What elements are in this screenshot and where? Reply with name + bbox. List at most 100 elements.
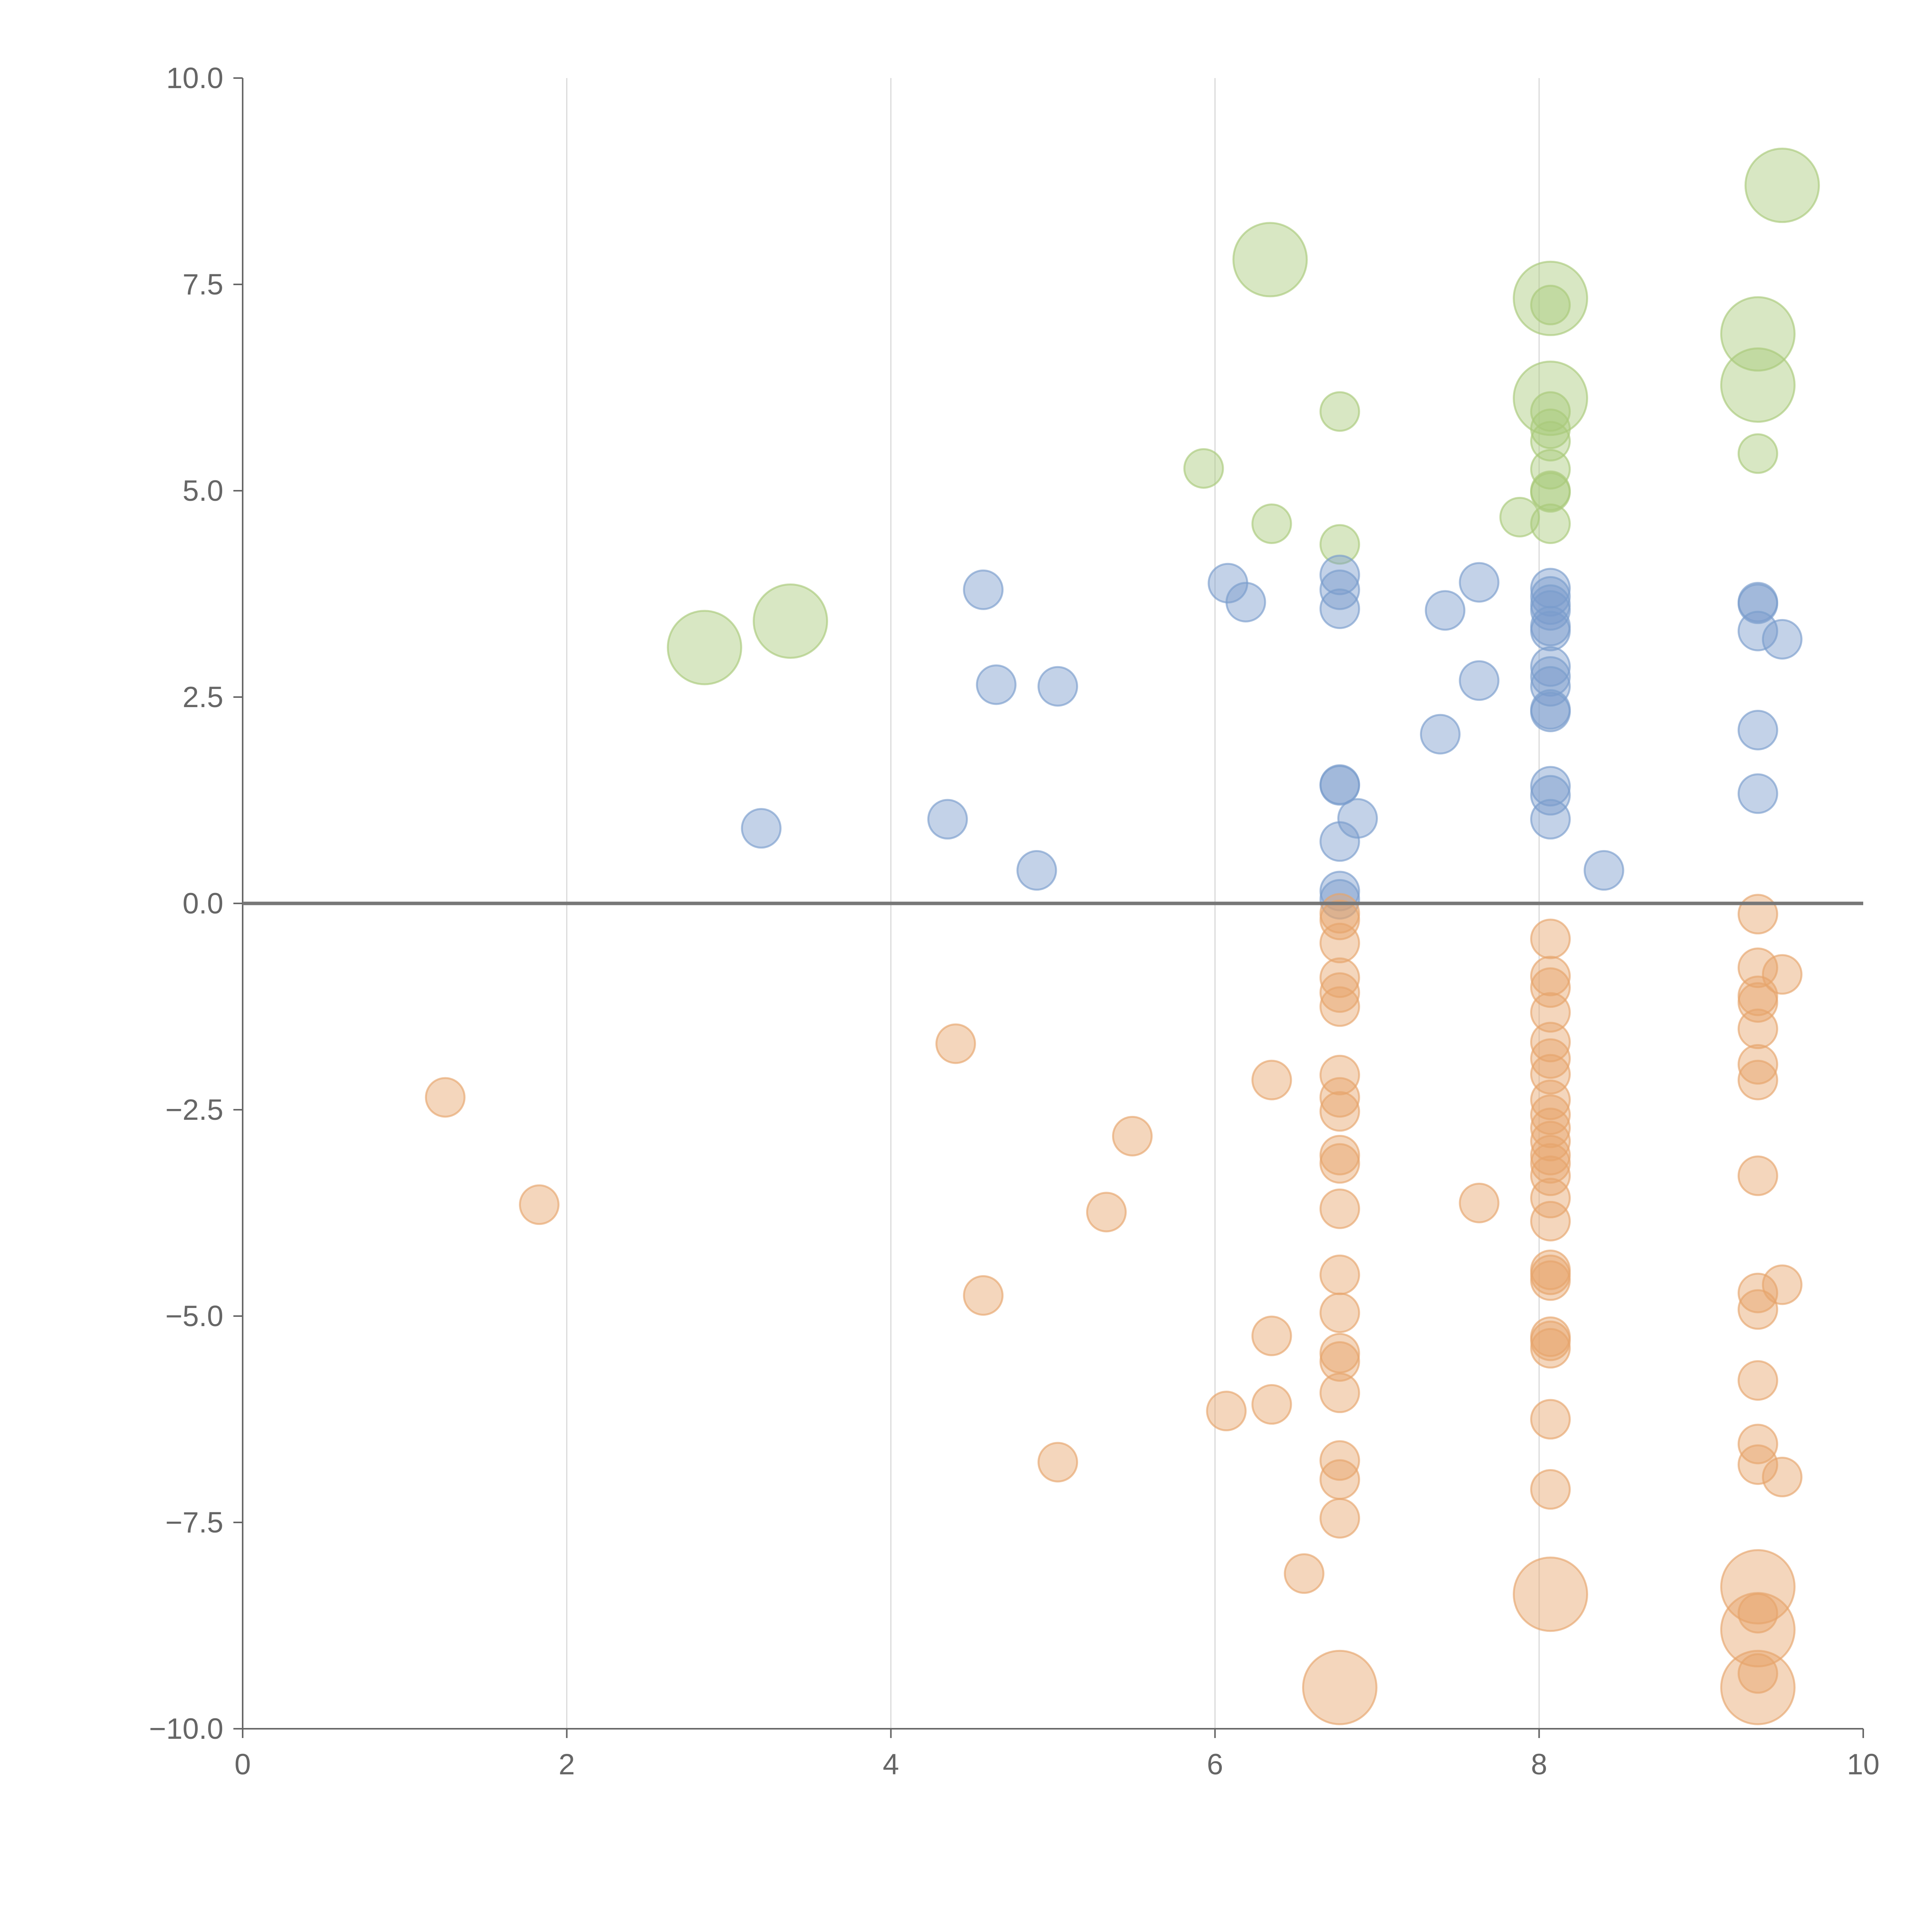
orange-point <box>1530 1143 1571 1184</box>
x-tick-label: 0 <box>235 1748 251 1781</box>
blue-point <box>741 808 782 849</box>
orange-point <box>1720 1650 1796 1725</box>
x-tick-label: 2 <box>559 1748 575 1781</box>
orange-point <box>1530 1121 1571 1162</box>
blue-point <box>1530 576 1571 617</box>
green-point <box>1530 449 1571 490</box>
y-tick-label: −10.0 <box>149 1713 223 1745</box>
green-point <box>1530 421 1571 462</box>
orange-point <box>1319 1372 1360 1413</box>
blue-point <box>1425 590 1466 631</box>
y-tick-label: −5.0 <box>165 1300 223 1333</box>
green-point <box>1530 391 1571 432</box>
orange-point <box>1513 1556 1588 1632</box>
orange-point <box>1530 1022 1571 1063</box>
blue-point <box>976 664 1017 705</box>
green-point <box>1319 524 1360 565</box>
orange-point <box>519 1184 560 1225</box>
orange-point <box>1762 1457 1803 1498</box>
orange-point <box>1762 1264 1803 1305</box>
green-point <box>1513 260 1588 336</box>
orange-point <box>1319 1134 1360 1175</box>
orange-point <box>1530 1469 1571 1510</box>
green-point <box>1530 284 1571 325</box>
orange-point <box>1319 923 1360 964</box>
blue-point <box>1225 582 1266 622</box>
blue-point <box>1530 799 1571 840</box>
y-tick-label: 2.5 <box>182 681 223 714</box>
green-point <box>667 610 742 685</box>
y-tick-label: −2.5 <box>165 1094 223 1126</box>
blue-point <box>927 799 968 840</box>
orange-point <box>425 1077 466 1118</box>
x-tick-label: 6 <box>1207 1748 1223 1781</box>
green-point <box>1499 497 1540 537</box>
orange-point <box>1737 1009 1778 1049</box>
orange-point <box>1737 894 1778 935</box>
orange-point <box>1737 1044 1778 1085</box>
blue-point <box>1530 775 1571 816</box>
orange-point <box>1319 972 1360 1013</box>
orange-point <box>1737 1360 1778 1401</box>
orange-point <box>1720 1592 1796 1668</box>
orange-point <box>1319 1054 1360 1095</box>
green-point <box>1530 472 1571 513</box>
orange-point <box>1319 986 1360 1027</box>
orange-point <box>963 1275 1004 1316</box>
orange-point <box>1319 957 1360 998</box>
green-point <box>1183 448 1224 489</box>
green-point <box>1232 222 1308 298</box>
orange-point <box>1319 900 1360 940</box>
orange-point <box>1737 1289 1778 1330</box>
orange-point <box>1530 1178 1571 1219</box>
blue-point <box>963 569 1004 610</box>
orange-point <box>1530 1155 1571 1196</box>
blue-point <box>1737 611 1778 651</box>
orange-point <box>1530 1399 1571 1440</box>
blue-point <box>1530 691 1571 732</box>
blue-point <box>1530 590 1571 631</box>
blue-point <box>1319 879 1360 920</box>
orange-point <box>1086 1192 1127 1233</box>
green-point <box>1530 408 1571 449</box>
orange-point <box>1530 1328 1571 1369</box>
green-point <box>1319 391 1360 432</box>
blue-point <box>1762 619 1803 660</box>
green-point <box>1744 148 1820 223</box>
orange-point <box>1302 1650 1378 1725</box>
blue-point <box>1319 588 1360 629</box>
blue-point <box>1337 798 1378 839</box>
orange-point <box>1459 1182 1500 1223</box>
green-point <box>1251 503 1292 544</box>
orange-point <box>1530 1201 1571 1242</box>
orange-point <box>1737 1155 1778 1196</box>
x-tick-label: 8 <box>1531 1748 1547 1781</box>
y-tick-label: −7.5 <box>165 1506 223 1539</box>
orange-point <box>1530 1079 1571 1120</box>
axes-layer: 0 2 4 6 8 10 10.0 7.5 5.0 2.5 0.0 −2.5 −5.0 −7.5 −10.0 <box>149 62 1880 1781</box>
blue-point <box>1037 666 1078 707</box>
blue-point <box>1737 773 1778 814</box>
blue-point <box>1459 562 1500 603</box>
orange-point <box>1530 1134 1571 1175</box>
orange-point <box>1530 956 1571 997</box>
blue-point <box>1530 656 1571 697</box>
orange-point <box>1319 1143 1360 1184</box>
orange-point <box>1737 1423 1778 1464</box>
green-point <box>1720 347 1796 423</box>
blue-point <box>1530 766 1571 807</box>
orange-point <box>1737 1444 1778 1485</box>
orange-point <box>1319 1188 1360 1229</box>
orange-point <box>1319 1341 1360 1382</box>
points-layer <box>425 148 1820 1725</box>
orange-point <box>1530 967 1571 1008</box>
orange-point <box>1319 1498 1360 1539</box>
x-tick-label: 4 <box>883 1748 899 1781</box>
x-tick-label: 10 <box>1847 1748 1880 1781</box>
orange-point <box>1284 1553 1325 1594</box>
orange-point <box>1737 1060 1778 1100</box>
orange-point <box>1319 1333 1360 1374</box>
orange-point <box>1319 1459 1360 1500</box>
orange-point <box>1737 947 1778 988</box>
y-tick-label: 5.0 <box>182 474 223 507</box>
